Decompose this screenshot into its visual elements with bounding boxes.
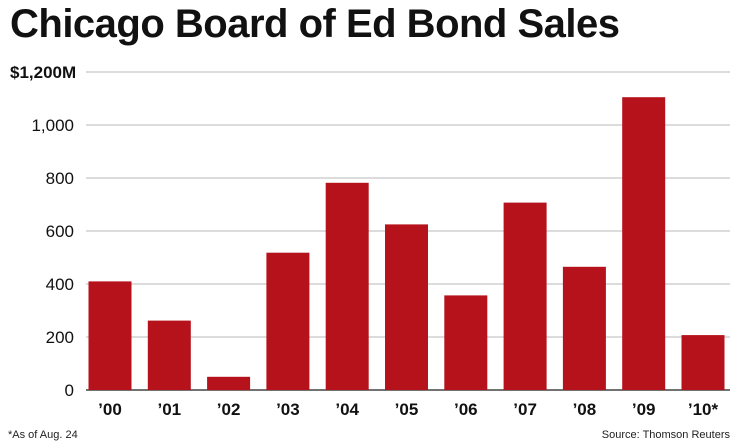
y-tick-label: 0 [65, 381, 74, 400]
x-tick-label: ’10* [688, 400, 719, 419]
source-note: Source: Thomson Reuters [601, 429, 730, 441]
bar [325, 182, 369, 390]
bar [147, 320, 191, 390]
bar [681, 335, 725, 390]
x-tick-label: ’00 [98, 400, 122, 419]
bar [266, 252, 310, 390]
y-tick-label: 1,000 [31, 116, 74, 135]
x-tick-label: ’06 [454, 400, 478, 419]
bar [562, 266, 606, 390]
bar [444, 295, 488, 390]
x-tick-label: ’03 [276, 400, 300, 419]
footnote: *As of Aug. 24 [8, 429, 78, 441]
y-axis-tick-labels: 0 200 400 600 800 1,000 $1,200M [10, 63, 76, 400]
bar [88, 281, 132, 390]
y-tick-label: 400 [46, 275, 74, 294]
y-tick-label: 600 [46, 222, 74, 241]
x-tick-label: ’05 [395, 400, 419, 419]
x-tick-label: ’02 [217, 400, 241, 419]
bar [503, 202, 547, 390]
bar [207, 376, 251, 391]
y-tick-label: 200 [46, 328, 74, 347]
y-tick-label: $1,200M [10, 63, 76, 82]
x-axis-tick-labels: ’00 ’01 ’02 ’03 ’04 ’05 ’06 ’07 ’08 ’09 ’10* [98, 400, 718, 419]
x-tick-label: ’09 [632, 400, 656, 419]
bar [622, 97, 666, 390]
bar [385, 224, 428, 390]
x-tick-label: ’07 [513, 400, 537, 419]
x-tick-label: ’04 [335, 400, 359, 419]
chart-title: Chicago Board of Ed Bond Sales [10, 2, 620, 46]
y-tick-label: 800 [46, 169, 74, 188]
x-tick-label: ’01 [157, 400, 181, 419]
bars [88, 97, 725, 391]
x-tick-label: ’08 [573, 400, 597, 419]
